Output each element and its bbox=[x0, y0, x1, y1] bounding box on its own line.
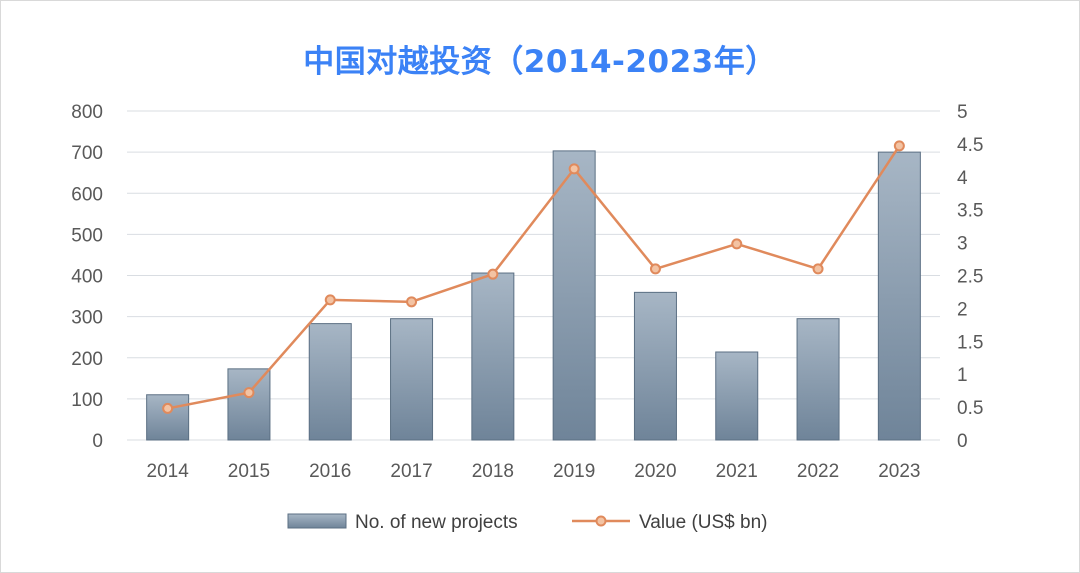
value-point-2023 bbox=[893, 140, 905, 152]
left-axis-tick-label: 200 bbox=[71, 349, 103, 370]
x-axis: 2014 2015 2016 2017 2018 2019 2020 2021 2022 2023 bbox=[147, 461, 921, 482]
legend-swatch-bar bbox=[287, 513, 347, 529]
bar-projects-2022 bbox=[796, 318, 840, 441]
x-axis-tick-label: 2023 bbox=[878, 461, 920, 482]
value-point-2016 bbox=[324, 294, 336, 306]
right-axis-tick-label: 1.5 bbox=[957, 332, 983, 353]
bar-projects-2016 bbox=[308, 323, 352, 441]
value-point-2021 bbox=[731, 238, 743, 250]
x-axis-tick-label: 2022 bbox=[797, 461, 839, 482]
right-axis-tick-label: 2.5 bbox=[957, 267, 983, 288]
bar-projects-2021 bbox=[715, 351, 759, 441]
x-axis-tick-label: 2014 bbox=[147, 461, 190, 482]
value-point-2019 bbox=[568, 163, 580, 175]
left-axis-tick-label: 100 bbox=[71, 390, 103, 411]
legend-item-value: Value (US$ bn) bbox=[572, 512, 768, 533]
legend-label-value: Value (US$ bn) bbox=[639, 512, 768, 533]
right-axis-tick-label: 3 bbox=[957, 234, 968, 255]
x-axis-tick-label: 2020 bbox=[634, 461, 676, 482]
right-axis-tick-label: 3.5 bbox=[957, 201, 983, 222]
line-series bbox=[162, 140, 905, 414]
value-point-2014 bbox=[162, 402, 174, 414]
value-point-2017 bbox=[406, 296, 418, 308]
value-point-2022 bbox=[812, 263, 824, 275]
bar-projects-2020 bbox=[633, 291, 677, 441]
x-axis-tick-label: 2017 bbox=[390, 461, 432, 482]
value-point-2015 bbox=[243, 387, 255, 399]
legend-label-projects: No. of new projects bbox=[355, 512, 518, 533]
bar-projects-2018 bbox=[471, 272, 515, 441]
right-axis-tick-label: 5 bbox=[957, 102, 968, 123]
x-axis-tick-label: 2016 bbox=[309, 461, 351, 482]
right-axis: 0 0.5 1 1.5 2 2.5 3 3.5 4 4.5 5 bbox=[957, 102, 983, 452]
left-axis-tick-label: 700 bbox=[71, 143, 103, 164]
left-axis-tick-label: 400 bbox=[71, 267, 103, 288]
value-point-2018 bbox=[487, 268, 499, 280]
right-axis-tick-label: 4 bbox=[957, 168, 968, 189]
x-axis-tick-label: 2018 bbox=[472, 461, 514, 482]
right-axis-tick-label: 0 bbox=[957, 431, 968, 452]
legend-swatch-marker bbox=[595, 515, 607, 527]
x-axis-tick-label: 2021 bbox=[716, 461, 758, 482]
left-axis: 0 100 200 300 400 500 600 700 800 bbox=[71, 102, 103, 452]
bar-projects-2014 bbox=[146, 394, 190, 441]
value-line bbox=[167, 145, 901, 410]
right-axis-tick-label: 4.5 bbox=[957, 135, 983, 156]
left-axis-tick-label: 600 bbox=[71, 184, 103, 205]
bar-series bbox=[146, 150, 921, 441]
right-axis-tick-label: 1 bbox=[957, 365, 968, 386]
legend: No. of new projects Value (US$ bn) bbox=[287, 512, 768, 533]
bar-projects-2017 bbox=[390, 318, 434, 441]
value-point-2020 bbox=[649, 263, 661, 275]
legend-item-projects: No. of new projects bbox=[287, 512, 518, 533]
x-axis-tick-label: 2015 bbox=[228, 461, 270, 482]
left-axis-tick-label: 500 bbox=[71, 225, 103, 246]
right-axis-tick-label: 2 bbox=[957, 299, 968, 320]
bar-projects-2019 bbox=[552, 150, 596, 441]
left-axis-tick-label: 0 bbox=[92, 431, 103, 452]
right-axis-tick-label: 0.5 bbox=[957, 398, 983, 419]
bar-projects-2015 bbox=[227, 368, 271, 441]
bar-projects-2023 bbox=[877, 151, 921, 441]
left-axis-tick-label: 800 bbox=[71, 102, 103, 123]
x-axis-tick-label: 2019 bbox=[553, 461, 595, 482]
chart-title: 中国对越投资（2014-2023年） bbox=[303, 44, 777, 80]
left-axis-tick-label: 300 bbox=[71, 308, 103, 329]
